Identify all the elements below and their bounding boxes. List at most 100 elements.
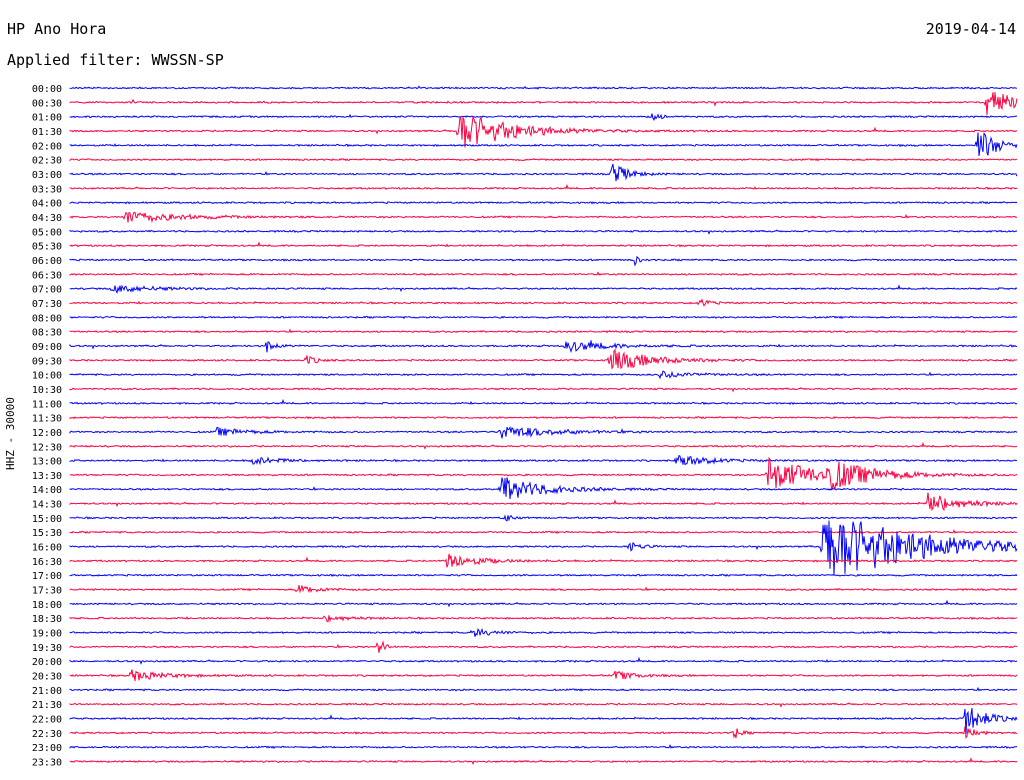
trace-line — [69, 163, 1018, 182]
row-time-label: 03:00 — [32, 170, 62, 181]
trace-line — [69, 454, 1018, 466]
trace-line — [69, 211, 1018, 224]
trace-line — [69, 599, 1018, 608]
record-date: 2019-04-14 — [925, 20, 1016, 38]
row-time-label: 07:30 — [32, 299, 62, 310]
row-time-label: 23:30 — [32, 758, 62, 769]
trace-line — [69, 585, 1018, 594]
row-time-label: 01:30 — [32, 127, 62, 138]
row-time-label: 01:00 — [32, 113, 62, 124]
row-time-label: 23:00 — [32, 743, 62, 754]
trace-line — [69, 702, 1018, 708]
trace-line — [69, 255, 1018, 267]
trace-line — [69, 615, 1018, 623]
trace-line — [69, 200, 1018, 205]
trace-line — [69, 92, 1018, 115]
trace-line — [69, 132, 1018, 157]
row-time-label: 18:00 — [32, 600, 62, 611]
row-time-label: 21:30 — [32, 700, 62, 711]
station-name: HP Ano Hora — [7, 20, 107, 38]
trace-line — [69, 415, 1018, 420]
trace-line — [69, 492, 1018, 512]
row-time-label: 14:00 — [32, 485, 62, 496]
trace-line — [69, 757, 1018, 766]
row-time-label: 08:30 — [32, 328, 62, 339]
trace-line — [69, 271, 1018, 277]
trace-line — [69, 115, 1018, 148]
row-time-label: 05:30 — [32, 242, 62, 253]
row-time-label: 06:30 — [32, 270, 62, 281]
trace-line — [69, 708, 1018, 734]
row-time-label: 17:30 — [32, 586, 62, 597]
trace-line — [69, 456, 1018, 491]
trace-line — [69, 529, 1018, 535]
trace-line — [69, 640, 1018, 653]
row-time-label: 09:00 — [32, 342, 62, 353]
row-time-label: 07:00 — [32, 285, 62, 296]
row-time-label: 18:30 — [32, 614, 62, 625]
row-time-label: 22:30 — [32, 729, 62, 740]
row-time-label: 21:00 — [32, 686, 62, 697]
row-time-label: 09:30 — [32, 356, 62, 367]
row-time-label: 05:00 — [32, 227, 62, 238]
filter-label: Applied filter: WWSSN-SP — [7, 51, 224, 69]
row-time-label: 20:30 — [32, 672, 62, 683]
row-time-label: 04:00 — [32, 199, 62, 210]
trace-line — [69, 85, 1018, 90]
trace-line — [69, 183, 1018, 191]
row-time-label: 10:00 — [32, 371, 62, 382]
trace-line — [69, 298, 1018, 307]
row-time-label: 13:00 — [32, 457, 62, 468]
row-time-label: 16:00 — [32, 543, 62, 554]
row-time-label: 15:00 — [32, 514, 62, 525]
trace-line — [69, 340, 1018, 354]
row-time-label: 02:30 — [32, 156, 62, 167]
trace-line — [69, 656, 1018, 665]
trace-line — [69, 744, 1018, 749]
trace-line — [69, 426, 1018, 439]
row-time-label: 12:00 — [32, 428, 62, 439]
row-time-label: 19:30 — [32, 643, 62, 654]
trace-line — [69, 328, 1018, 334]
row-time-label: 14:30 — [32, 500, 62, 511]
trace-line — [69, 520, 1018, 575]
trace-line — [69, 315, 1018, 320]
trace-line — [69, 241, 1018, 248]
row-time-label: 04:30 — [32, 213, 62, 224]
row-time-label: 11:00 — [32, 399, 62, 410]
trace-line — [69, 348, 1018, 370]
trace-line — [69, 386, 1018, 393]
row-time-label: 03:30 — [32, 184, 62, 195]
row-time-label: 16:30 — [32, 557, 62, 568]
trace-line — [69, 157, 1018, 162]
row-time-label: 19:00 — [32, 629, 62, 640]
row-time-label: 12:30 — [32, 442, 62, 453]
trace-line — [69, 686, 1018, 692]
trace-line — [69, 477, 1018, 499]
trace-line — [69, 284, 1018, 294]
row-time-label: 06:00 — [32, 256, 62, 267]
trace-line — [69, 441, 1018, 450]
row-time-label: 15:30 — [32, 528, 62, 539]
row-time-label: 17:00 — [32, 571, 62, 582]
trace-line — [69, 370, 1018, 380]
trace-line — [69, 573, 1018, 578]
row-time-label: 20:00 — [32, 657, 62, 668]
trace-line — [69, 113, 1018, 121]
trace-line — [69, 726, 1018, 740]
trace-line — [69, 669, 1018, 682]
trace-line — [69, 229, 1018, 235]
row-time-label: 10:30 — [32, 385, 62, 396]
row-time-label: 02:00 — [32, 141, 62, 152]
row-time-label: 00:00 — [32, 84, 62, 95]
row-time-label: 22:00 — [32, 715, 62, 726]
trace-line — [69, 553, 1018, 568]
row-time-label: 08:00 — [32, 313, 62, 324]
row-time-label: 11:30 — [32, 414, 62, 425]
trace-line — [69, 628, 1018, 637]
row-time-label: 00:30 — [32, 98, 62, 109]
row-time-label: 13:30 — [32, 471, 62, 482]
trace-line — [69, 398, 1018, 406]
trace-line — [69, 514, 1018, 522]
